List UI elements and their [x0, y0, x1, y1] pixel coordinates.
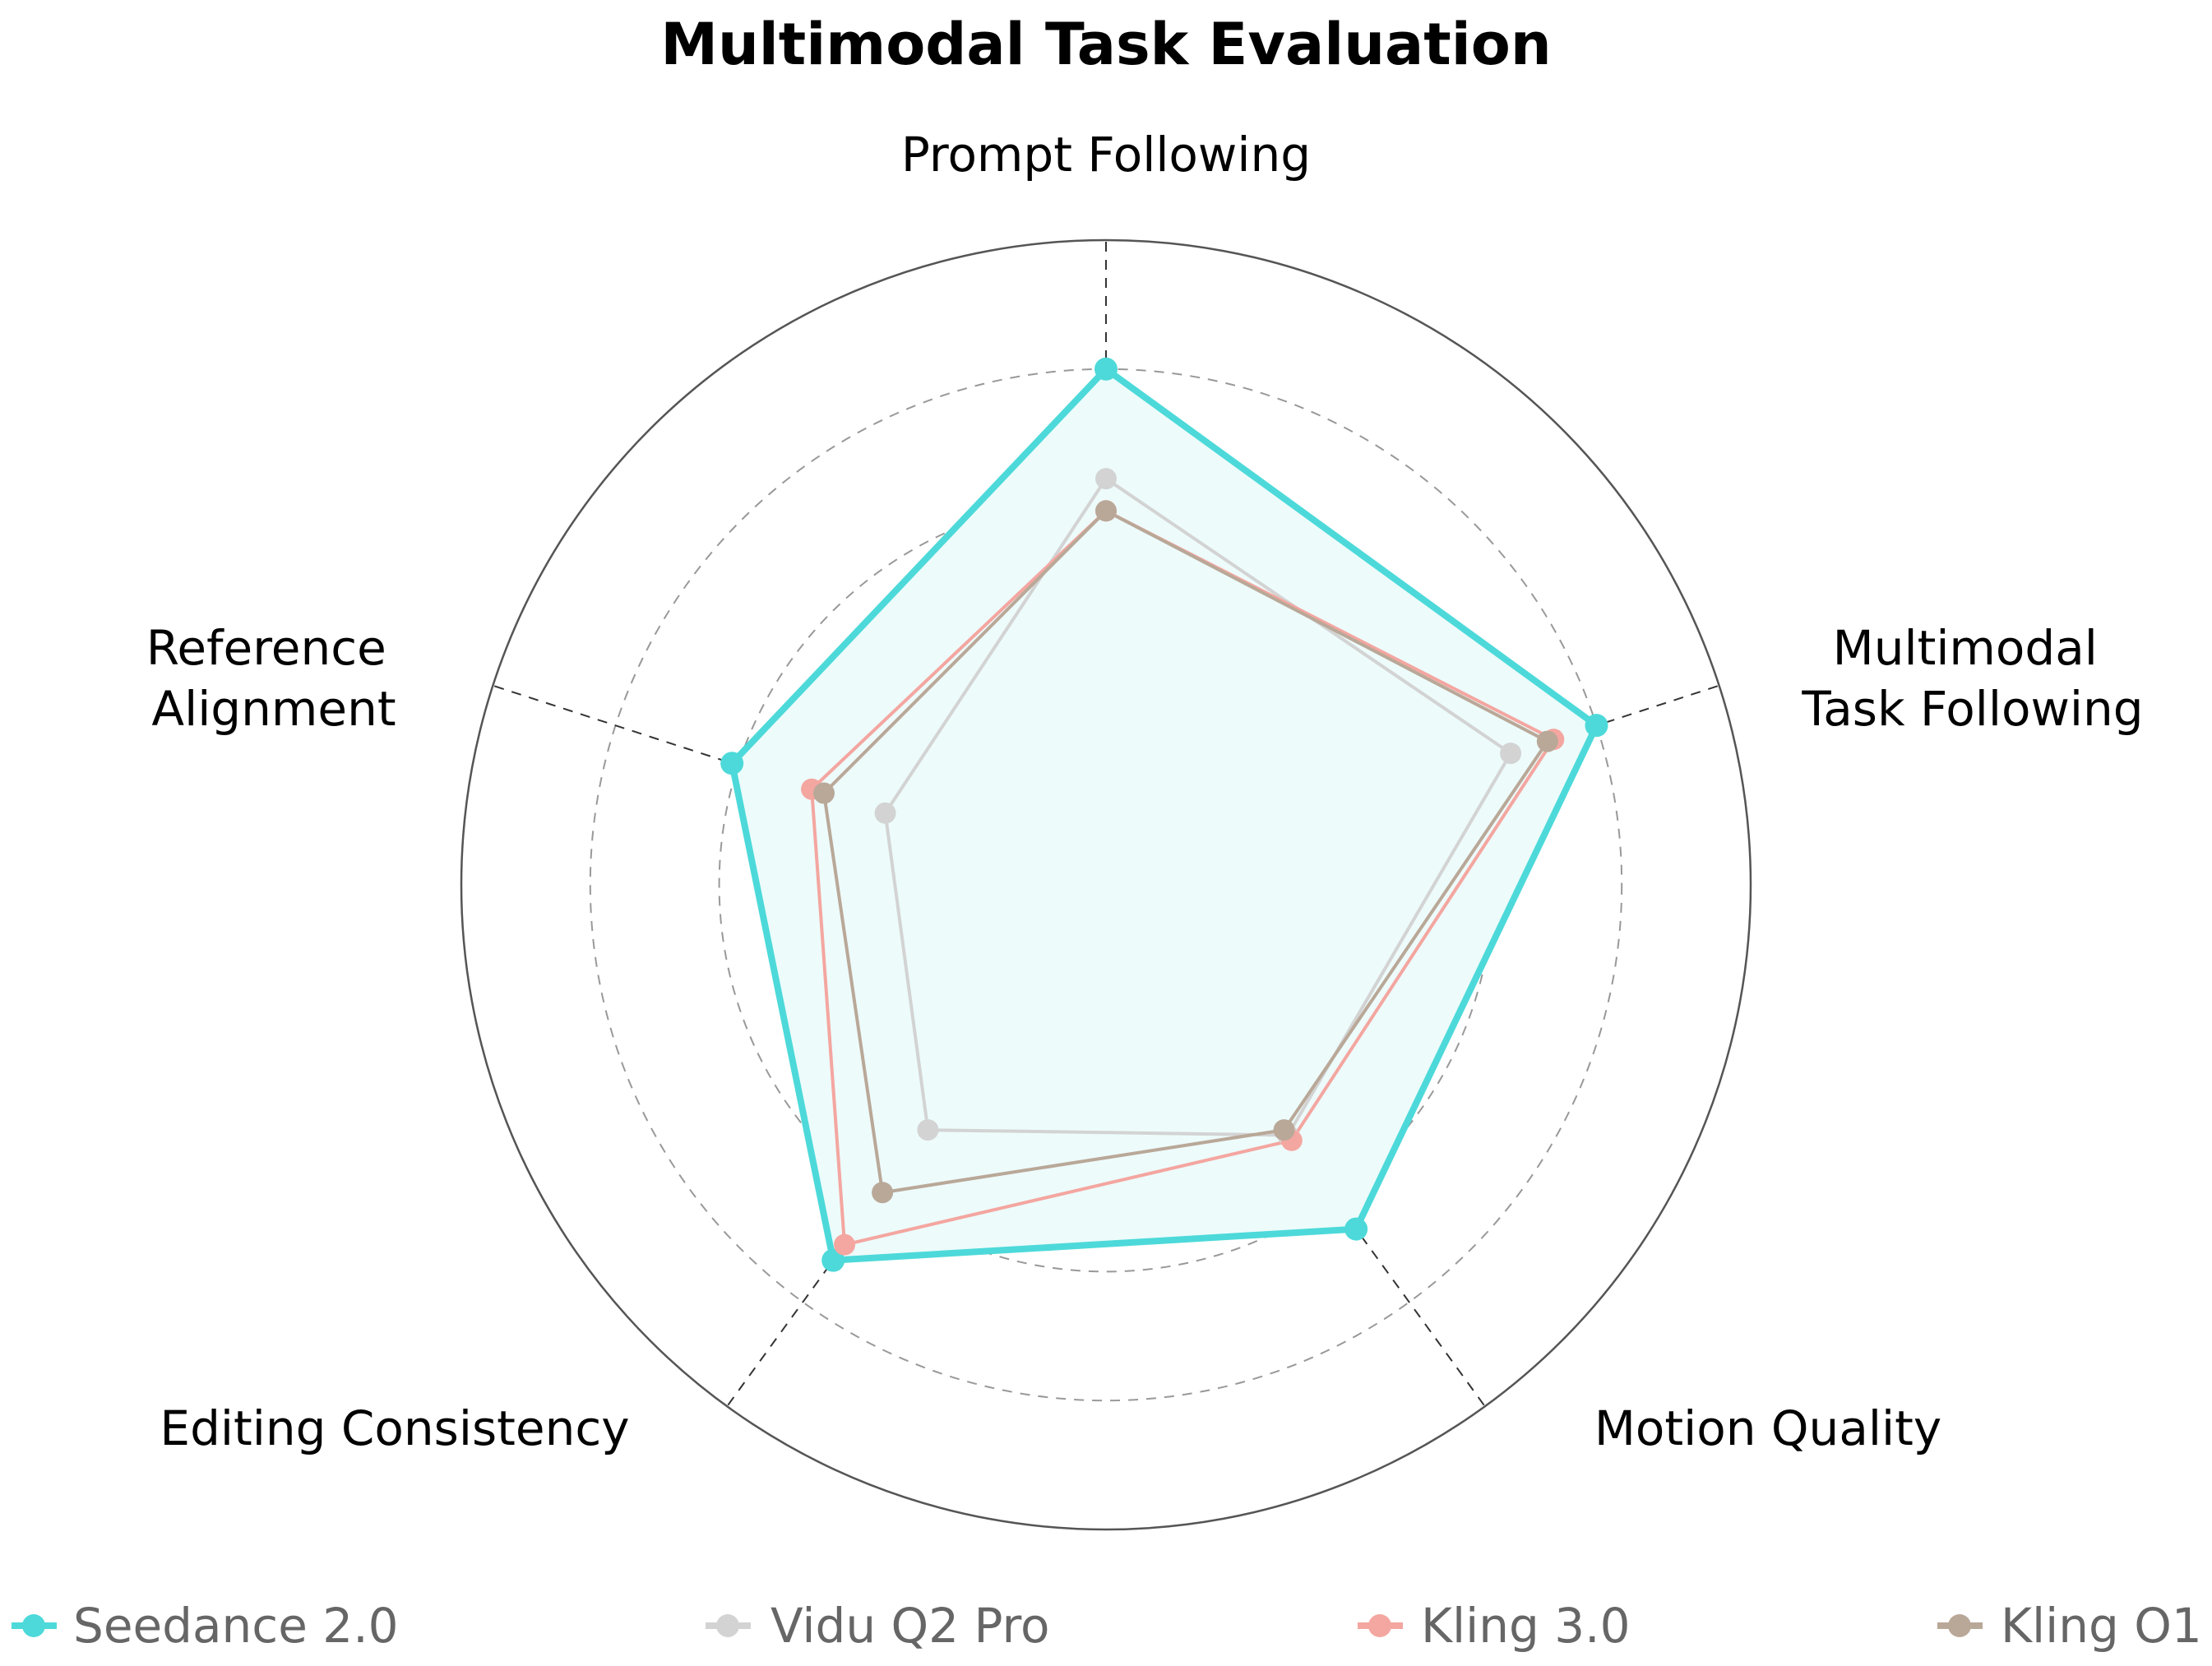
- data-point: [874, 802, 896, 824]
- data-point: [1273, 1119, 1295, 1141]
- series-line-kling-o1: [822, 509, 1549, 1195]
- legend-marker-dot: [716, 1614, 739, 1637]
- legend: Seedance 2.0 Vidu Q2 Pro Kling 3.0 Kling…: [12, 1598, 2202, 1654]
- data-point: [1344, 1217, 1368, 1241]
- legend-label: Seedance 2.0: [73, 1598, 399, 1654]
- legend-label: Vidu Q2 Pro: [770, 1598, 1050, 1654]
- axis-label-motion-quality: Motion Quality: [1594, 1400, 1941, 1456]
- data-point: [720, 752, 744, 775]
- legend-marker-dot: [1368, 1614, 1391, 1637]
- data-point: [834, 1233, 856, 1256]
- outer-ring: [460, 238, 1752, 1531]
- legend-item-vidu[interactable]: Vidu Q2 Pro: [706, 1598, 1050, 1654]
- series-line-seedance-2-0: [729, 365, 1600, 1264]
- legend-marker-dot: [22, 1614, 45, 1637]
- legend-item-kling-3[interactable]: Kling 3.0: [1358, 1598, 1631, 1654]
- data-point: [1094, 357, 1118, 381]
- axis-label-reference-alignment: Reference Alignment: [146, 620, 402, 737]
- data-point: [1500, 743, 1522, 765]
- data-point: [1095, 468, 1117, 490]
- axis-labels: Prompt Following Multimodal Task Followi…: [146, 127, 2144, 1456]
- axis-label-prompt-following: Prompt Following: [901, 127, 1311, 183]
- radar-series: [720, 357, 1608, 1272]
- data-point: [813, 782, 835, 804]
- axis-label-multimodal-task-following: Multimodal Task Following: [1801, 620, 2143, 737]
- legend-label: Kling O1: [2001, 1598, 2202, 1654]
- data-point: [1585, 714, 1608, 738]
- series-line-vidu-q2-pro: [883, 477, 1513, 1137]
- data-point: [821, 1248, 845, 1272]
- axis-label-editing-consistency: Editing Consistency: [160, 1400, 629, 1456]
- data-point: [872, 1182, 894, 1204]
- legend-item-kling-o1[interactable]: Kling O1: [1937, 1598, 2202, 1654]
- legend-marker-dot: [1948, 1614, 1971, 1637]
- data-point: [917, 1119, 939, 1141]
- data-point: [1095, 500, 1117, 522]
- data-point: [1536, 730, 1558, 752]
- chart-title: Multimodal Task Evaluation: [660, 11, 1551, 78]
- legend-item-seedance[interactable]: Seedance 2.0: [12, 1598, 399, 1654]
- legend-label: Kling 3.0: [1421, 1598, 1631, 1654]
- series-line-kling-3-0: [810, 509, 1556, 1247]
